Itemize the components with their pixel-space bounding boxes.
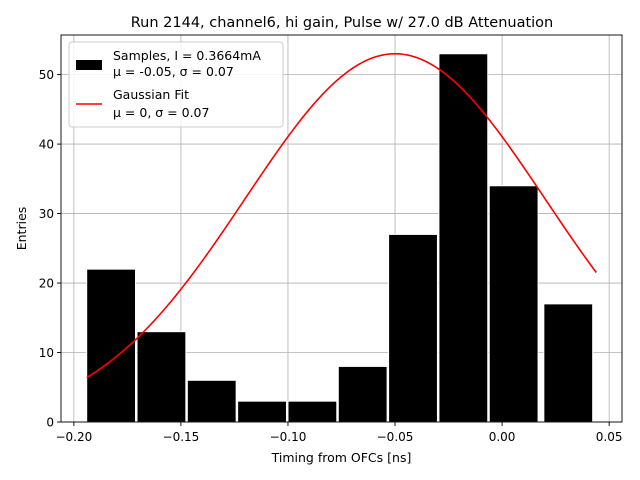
histogram-bar-0 xyxy=(86,268,137,423)
y-axis-ticks: 0 10 20 30 40 50 xyxy=(39,68,61,430)
legend-entry-gaussian-fit-stats: μ = 0, σ = 0.07 xyxy=(113,105,209,120)
legend-entry-samples-stats: μ = -0.05, σ = 0.07 xyxy=(113,64,234,79)
y-tick-label-4: 40 xyxy=(39,138,54,152)
histogram-bar-2 xyxy=(186,379,237,423)
histogram-bar-1 xyxy=(136,331,187,423)
histogram-bar-5 xyxy=(337,365,388,423)
x-axis-label: Timing from OFCs [ns] xyxy=(271,450,412,465)
chart-title: Run 2144, channel6, hi gain, Pulse w/ 27… xyxy=(131,15,554,31)
x-tick-label-2: −0.10 xyxy=(270,430,307,444)
histogram-bar-3 xyxy=(237,400,287,423)
y-tick-label-5: 50 xyxy=(39,68,54,82)
histogram-bar-6 xyxy=(388,233,438,423)
legend-entry-samples: Samples, I = 0.3664mA xyxy=(113,48,261,63)
legend: Samples, I = 0.3664mA μ = -0.05, σ = 0.0… xyxy=(68,41,284,128)
plot-area-frame xyxy=(60,34,623,423)
histogram-bar-8 xyxy=(488,185,539,423)
legend-swatch-samples xyxy=(76,60,102,70)
histogram-bars xyxy=(86,53,594,423)
y-tick-label-1: 10 xyxy=(39,346,54,360)
x-tick-label-0: −0.20 xyxy=(55,430,92,444)
legend-entry-gaussian-fit: Gaussian Fit xyxy=(113,87,189,102)
x-tick-label-5: 0.05 xyxy=(596,430,623,444)
legend-box xyxy=(68,41,284,128)
histogram-bar-9 xyxy=(543,303,594,423)
x-tick-label-3: −0.05 xyxy=(377,430,414,444)
gaussian-fit-line xyxy=(86,52,597,379)
histogram-bar-4 xyxy=(287,400,338,423)
x-tick-label-4: 0.00 xyxy=(489,430,516,444)
y-axis-label: Entries xyxy=(14,207,29,251)
y-tick-label-2: 20 xyxy=(39,277,54,291)
y-tick-label-0: 0 xyxy=(46,416,54,430)
y-tick-label-3: 30 xyxy=(39,207,54,221)
x-axis-ticks: −0.20 −0.15 −0.10 −0.05 0.00 0.05 xyxy=(55,422,623,444)
x-tick-label-1: −0.15 xyxy=(163,430,200,444)
